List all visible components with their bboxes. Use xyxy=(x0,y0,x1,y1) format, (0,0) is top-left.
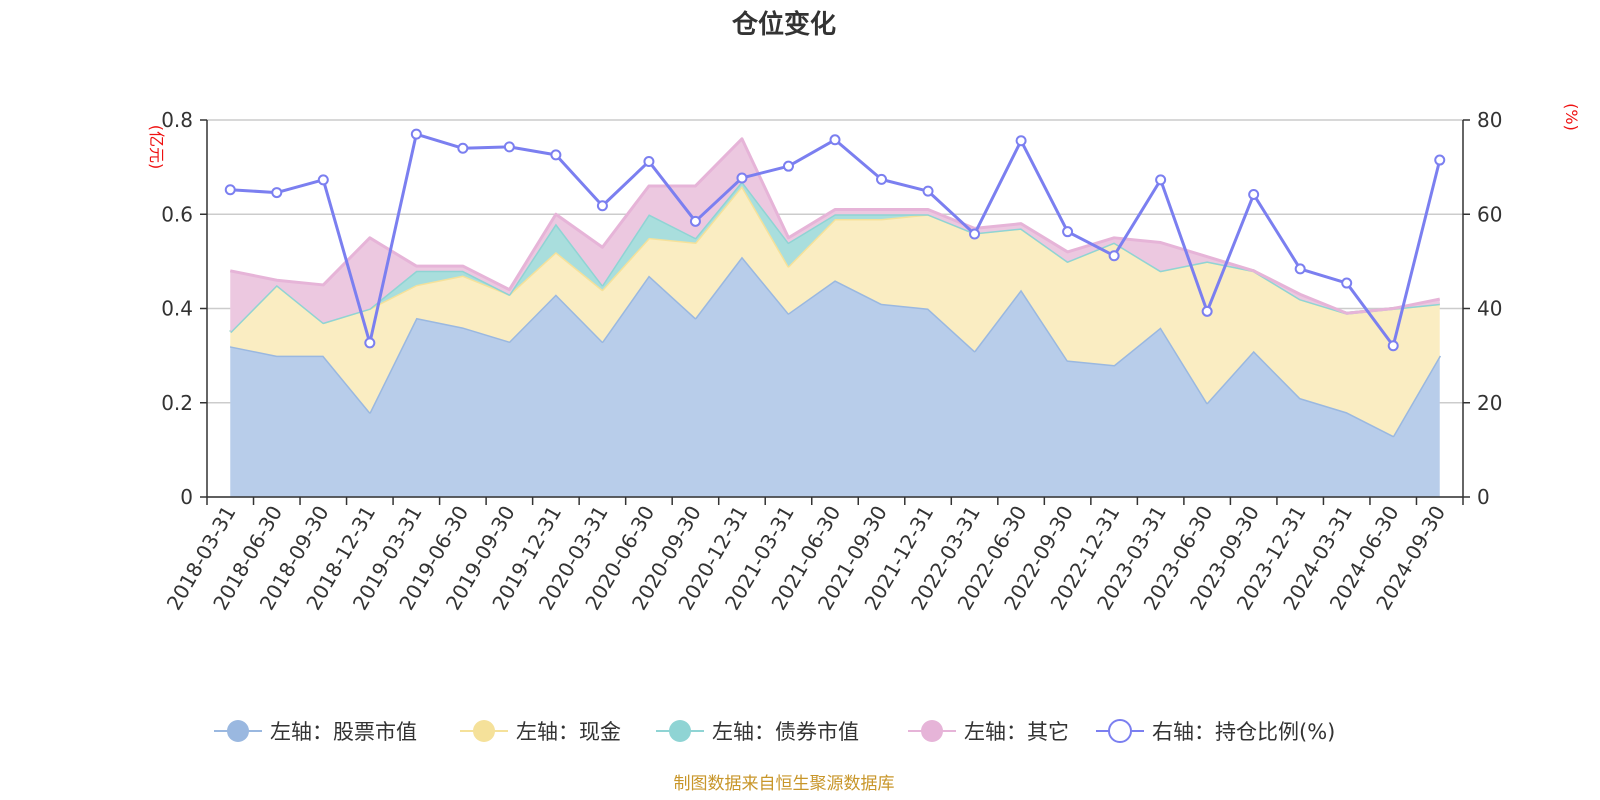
ratio-point xyxy=(596,200,608,212)
ratio-point xyxy=(1108,250,1120,262)
area-左轴：现金 xyxy=(230,185,1440,436)
ratio-point xyxy=(969,228,981,240)
ratio-point xyxy=(922,185,934,197)
area-左轴：股票市值 xyxy=(230,256,1440,497)
ratio-point xyxy=(876,173,888,185)
legend: 左轴：股票市值 左轴：现金 左轴：债券市值 左轴：其它 右轴：持仓比例(%) xyxy=(214,719,1335,744)
legend-label-3: 左轴：其它 xyxy=(964,720,1069,744)
ratio-point xyxy=(1341,277,1353,289)
ratio-point xyxy=(1062,226,1074,238)
legend-label-4: 右轴：持仓比例(%) xyxy=(1152,720,1335,744)
ratio-point xyxy=(829,134,841,146)
ratio-point xyxy=(1294,263,1306,275)
legend-marker-0 xyxy=(227,720,249,742)
area-line-左轴：其它 xyxy=(229,137,1441,315)
legend-label-1: 左轴：现金 xyxy=(516,720,621,744)
legend-marker-3 xyxy=(921,720,943,742)
ratio-point xyxy=(550,149,562,161)
ratio-point xyxy=(1015,135,1027,147)
right-tick-label: 80 xyxy=(1477,108,1502,132)
legend-label-2: 左轴：债券市值 xyxy=(712,720,859,744)
ratio-point xyxy=(364,337,376,349)
left-tick-label: 0.8 xyxy=(161,108,193,132)
left-tick-label: 0 xyxy=(180,485,193,509)
ratio-point xyxy=(689,215,701,227)
ratio-point xyxy=(224,184,236,196)
ratio-point xyxy=(1155,174,1167,186)
left-tick-label: 0.6 xyxy=(161,202,193,226)
ratio-point xyxy=(643,155,655,167)
legend-marker-2 xyxy=(669,720,691,742)
stacked-areas xyxy=(229,137,1442,497)
left-axis-unit: (亿元) xyxy=(147,125,166,170)
ratio-point xyxy=(317,174,329,186)
ratio-point xyxy=(782,160,794,172)
left-tick-label: 0.2 xyxy=(161,391,193,415)
right-tick-label: 20 xyxy=(1477,391,1502,415)
legend-marker-1 xyxy=(473,720,495,742)
right-tick-label: 60 xyxy=(1477,202,1502,226)
axes: 0 0.2 0.4 0.6 0.8 0 20 40 60 80 xyxy=(161,108,1502,509)
ratio-point xyxy=(1201,305,1213,317)
ratio-point xyxy=(503,141,515,153)
x-axis-labels: 2018-03-312018-06-302018-09-302018-12-31… xyxy=(162,502,1450,615)
ratio-point xyxy=(1387,340,1399,352)
ratio-point xyxy=(271,187,283,199)
ratio-point xyxy=(457,142,469,154)
data-source-note: 制图数据来自恒生聚源数据库 xyxy=(674,774,895,794)
right-tick-label: 40 xyxy=(1477,297,1502,321)
ratio-point xyxy=(1434,154,1446,166)
legend-marker-4 xyxy=(1108,719,1132,743)
left-tick-label: 0.4 xyxy=(161,297,193,321)
chart-title: 仓位变化 xyxy=(731,9,836,40)
holding-ratio-series xyxy=(224,128,1446,352)
area-左轴：其它 xyxy=(230,138,1440,333)
ratio-point xyxy=(410,128,422,140)
right-axis-unit: (%) xyxy=(1562,103,1581,131)
legend-label-0: 左轴：股票市值 xyxy=(270,720,417,744)
right-tick-label: 0 xyxy=(1477,485,1490,509)
ratio-point xyxy=(736,172,748,184)
ratio-point xyxy=(1248,188,1260,200)
